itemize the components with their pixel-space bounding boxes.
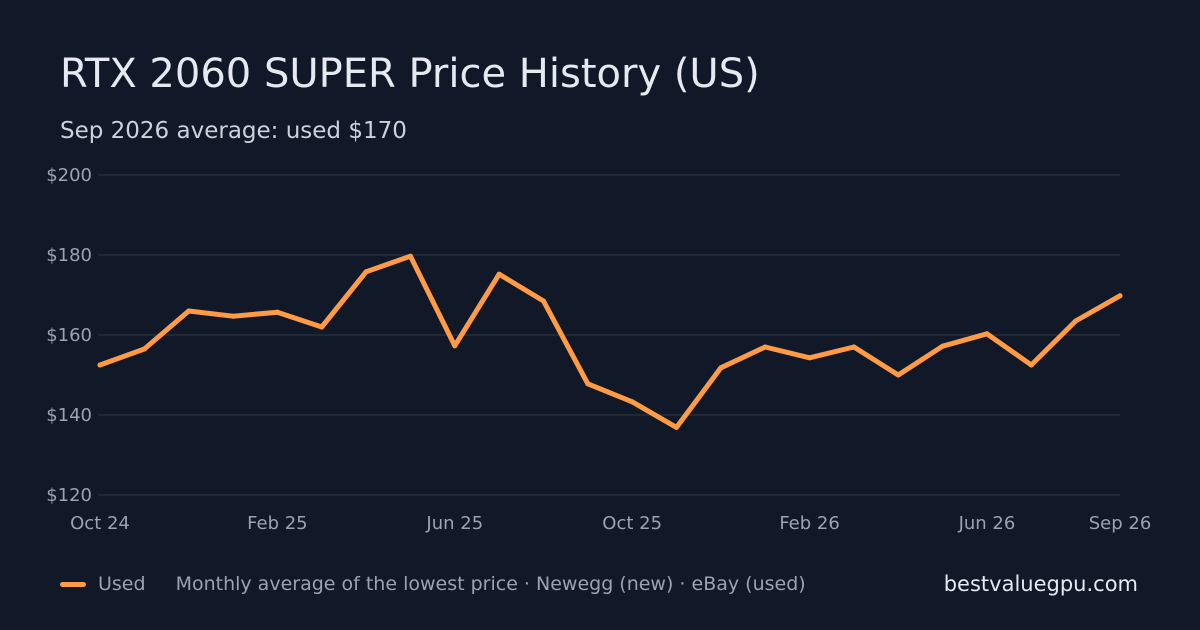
series-line-used xyxy=(97,253,1123,430)
legend: Used Monthly average of the lowest price… xyxy=(60,573,806,595)
data-point xyxy=(540,298,546,304)
x-tick-label: Feb 26 xyxy=(779,513,840,534)
data-point xyxy=(762,344,768,350)
y-tick-label: $180 xyxy=(46,245,92,266)
y-tick-label: $120 xyxy=(46,485,92,506)
data-point xyxy=(496,271,502,277)
x-tick-label: Feb 25 xyxy=(247,513,308,534)
data-point xyxy=(97,362,103,368)
x-axis-ticks: Oct 24 Feb 25 Jun 25 Oct 25 Feb 26 Jun 26 Sep … xyxy=(70,513,1151,534)
data-point xyxy=(629,399,635,405)
data-point xyxy=(186,308,192,314)
x-tick-label: Jun 26 xyxy=(958,513,1016,534)
data-point xyxy=(851,344,857,350)
x-tick-label: Sep 26 xyxy=(1089,513,1152,534)
legend-note: Monthly average of the lowest price · Ne… xyxy=(175,573,806,595)
data-point xyxy=(1117,293,1123,299)
data-point xyxy=(674,424,680,430)
legend-used-swatch xyxy=(60,581,86,587)
y-tick-label: $140 xyxy=(46,405,92,426)
data-point xyxy=(1073,318,1079,324)
data-point xyxy=(718,365,724,371)
brand-site: bestvaluegpu.com xyxy=(943,572,1138,596)
x-tick-label: Oct 24 xyxy=(70,513,130,534)
data-point xyxy=(984,331,990,337)
data-point xyxy=(407,253,413,259)
data-point xyxy=(230,313,236,319)
y-tick-label: $200 xyxy=(46,165,92,186)
chart-title: RTX 2060 SUPER Price History (US) xyxy=(60,51,760,97)
y-tick-label: $160 xyxy=(46,325,92,346)
data-point xyxy=(1028,362,1034,368)
y-axis-ticks: $200 $180 $160 $140 $120 xyxy=(46,165,92,506)
data-point xyxy=(141,346,147,352)
data-point xyxy=(452,343,458,349)
data-point xyxy=(895,372,901,378)
x-tick-label: Jun 25 xyxy=(425,513,483,534)
data-point xyxy=(274,309,280,315)
legend-used-label: Used xyxy=(98,573,146,595)
gridlines xyxy=(98,174,1120,496)
x-tick-label: Oct 25 xyxy=(602,513,662,534)
series-layer xyxy=(97,253,1123,430)
data-point xyxy=(807,355,813,361)
data-point xyxy=(940,343,946,349)
data-point xyxy=(363,269,369,275)
data-point xyxy=(585,381,591,387)
chart-subtitle: Sep 2026 average: used $170 xyxy=(60,118,407,144)
data-point xyxy=(319,324,325,330)
